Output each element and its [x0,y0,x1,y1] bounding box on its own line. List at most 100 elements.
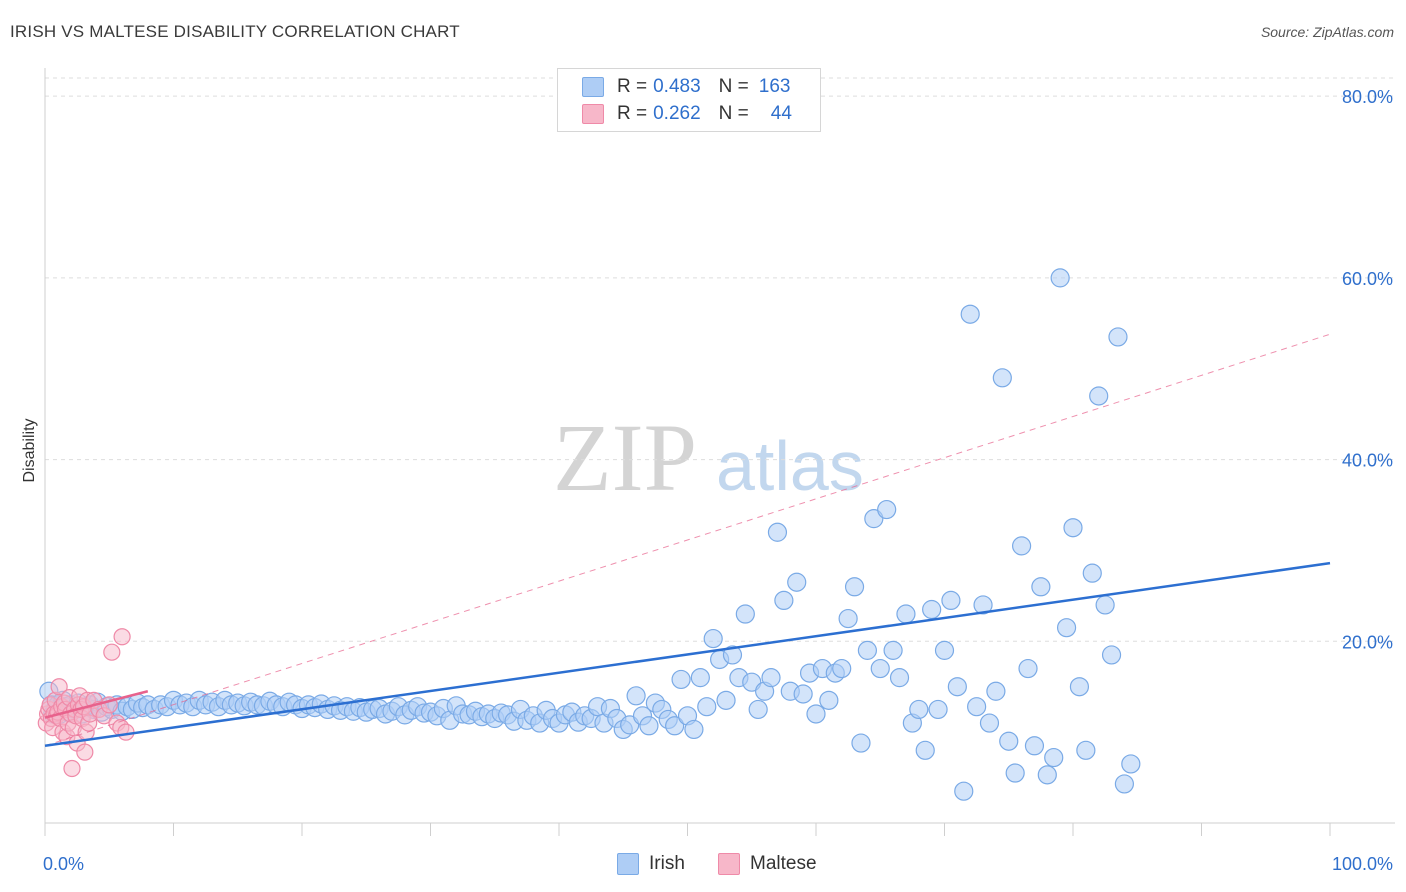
y-tick-label: 40.0% [1342,451,1393,471]
legend-row-maltese: R = 0.262 N = 44 [582,103,792,125]
irish-point [1095,595,1115,615]
irish-point [639,716,659,736]
irish-points [39,268,1141,801]
irish-point [960,304,980,324]
maltese-point [50,678,68,696]
maltese-point [103,643,121,661]
irish-point [832,658,852,679]
irish-point [889,668,910,688]
irish-r-label: R = [617,76,648,97]
irish-point [819,690,839,710]
irish-point [787,572,807,592]
irish-n-value: 163 [758,76,791,97]
irish-point [1108,327,1128,347]
irish-legend-label: Irish [649,853,685,874]
y-tick-label: 60.0% [1342,269,1393,289]
watermark-zip: ZIP [553,404,697,511]
irish-point [844,577,865,597]
bottom-legend-maltese: Maltese [718,852,817,876]
irish-point [793,684,813,704]
x-tick-label: 100.0% [1332,854,1393,874]
irish-legend-swatch [617,853,639,875]
irish-point [934,640,955,660]
irish-point [1114,774,1135,794]
maltese-trend-line [44,690,149,719]
irish-point [767,522,788,542]
bottom-legend-irish: Irish [617,852,685,876]
irish-point [671,669,691,690]
irish-point [1050,268,1070,288]
irish-point [761,668,781,688]
irish-point [1069,677,1090,697]
irish-point [877,499,897,520]
irish-point [838,608,858,629]
irish-point [1031,577,1051,597]
irish-point [1082,563,1102,583]
irish-point [1044,747,1064,768]
irish-point [697,697,717,717]
irish-point [896,604,916,624]
irish-point [735,604,755,624]
maltese-point [63,759,81,778]
irish-point [922,599,942,620]
irish-n-label: N = [718,76,749,97]
irish-point [806,704,826,724]
irish-point [928,699,948,720]
maltese-trend-extension [44,333,1331,747]
irish-point [909,699,929,720]
irish-point [748,699,768,720]
irish-trend-line [44,561,1331,748]
maltese-legend-swatch [718,853,740,875]
y-tick-label: 20.0% [1342,632,1393,652]
irish-point [716,690,736,710]
irish-point [1089,386,1109,406]
irish-point [1101,645,1122,665]
irish-point [851,733,871,753]
irish-point [857,640,878,660]
legend-row-irish: R = 0.483 N = 163 [582,76,790,98]
watermark-atlas: atlas [716,427,864,505]
irish-point [626,686,646,706]
correlation-legend: R = 0.483 N = 163 R = 0.262 N = 44 [557,68,821,132]
maltese-points [37,628,135,778]
irish-point [883,640,903,660]
irish-point [703,628,723,649]
maltese-r-value: 0.262 [653,103,701,124]
y-axis-label: Disability [21,418,38,482]
irish-point [1011,536,1032,556]
irish-point [992,368,1012,388]
irish-point [1056,618,1077,638]
irish-point [1037,765,1057,785]
irish-point [774,590,794,611]
irish-point [1063,518,1083,538]
irish-point [722,645,743,665]
maltese-point [76,743,94,761]
maltese-legend-label: Maltese [750,853,817,874]
maltese-point [113,628,131,646]
irish-point [665,716,685,736]
maltese-swatch [582,104,604,124]
irish-point [1121,754,1141,774]
maltese-r-label: R = [617,103,648,124]
irish-point [941,590,961,611]
maltese-point [117,723,135,741]
irish-point [684,719,704,740]
source-credit: Source: ZipAtlas.com [1260,24,1394,40]
irish-r-value: 0.483 [653,76,701,97]
irish-point [986,681,1006,701]
irish-point [870,658,890,679]
x-tick-label: 0.0% [43,854,84,874]
maltese-n-label: N = [718,103,749,124]
irish-point [947,677,967,697]
irish-point [1018,658,1038,679]
irish-point [979,713,1000,733]
irish-point [915,740,935,760]
y-tick-label: 80.0% [1342,87,1393,107]
irish-point [999,731,1019,751]
irish-point [690,668,710,688]
irish-point [973,595,993,615]
irish-point [954,781,974,801]
irish-swatch [582,77,604,97]
irish-point [1005,763,1025,783]
